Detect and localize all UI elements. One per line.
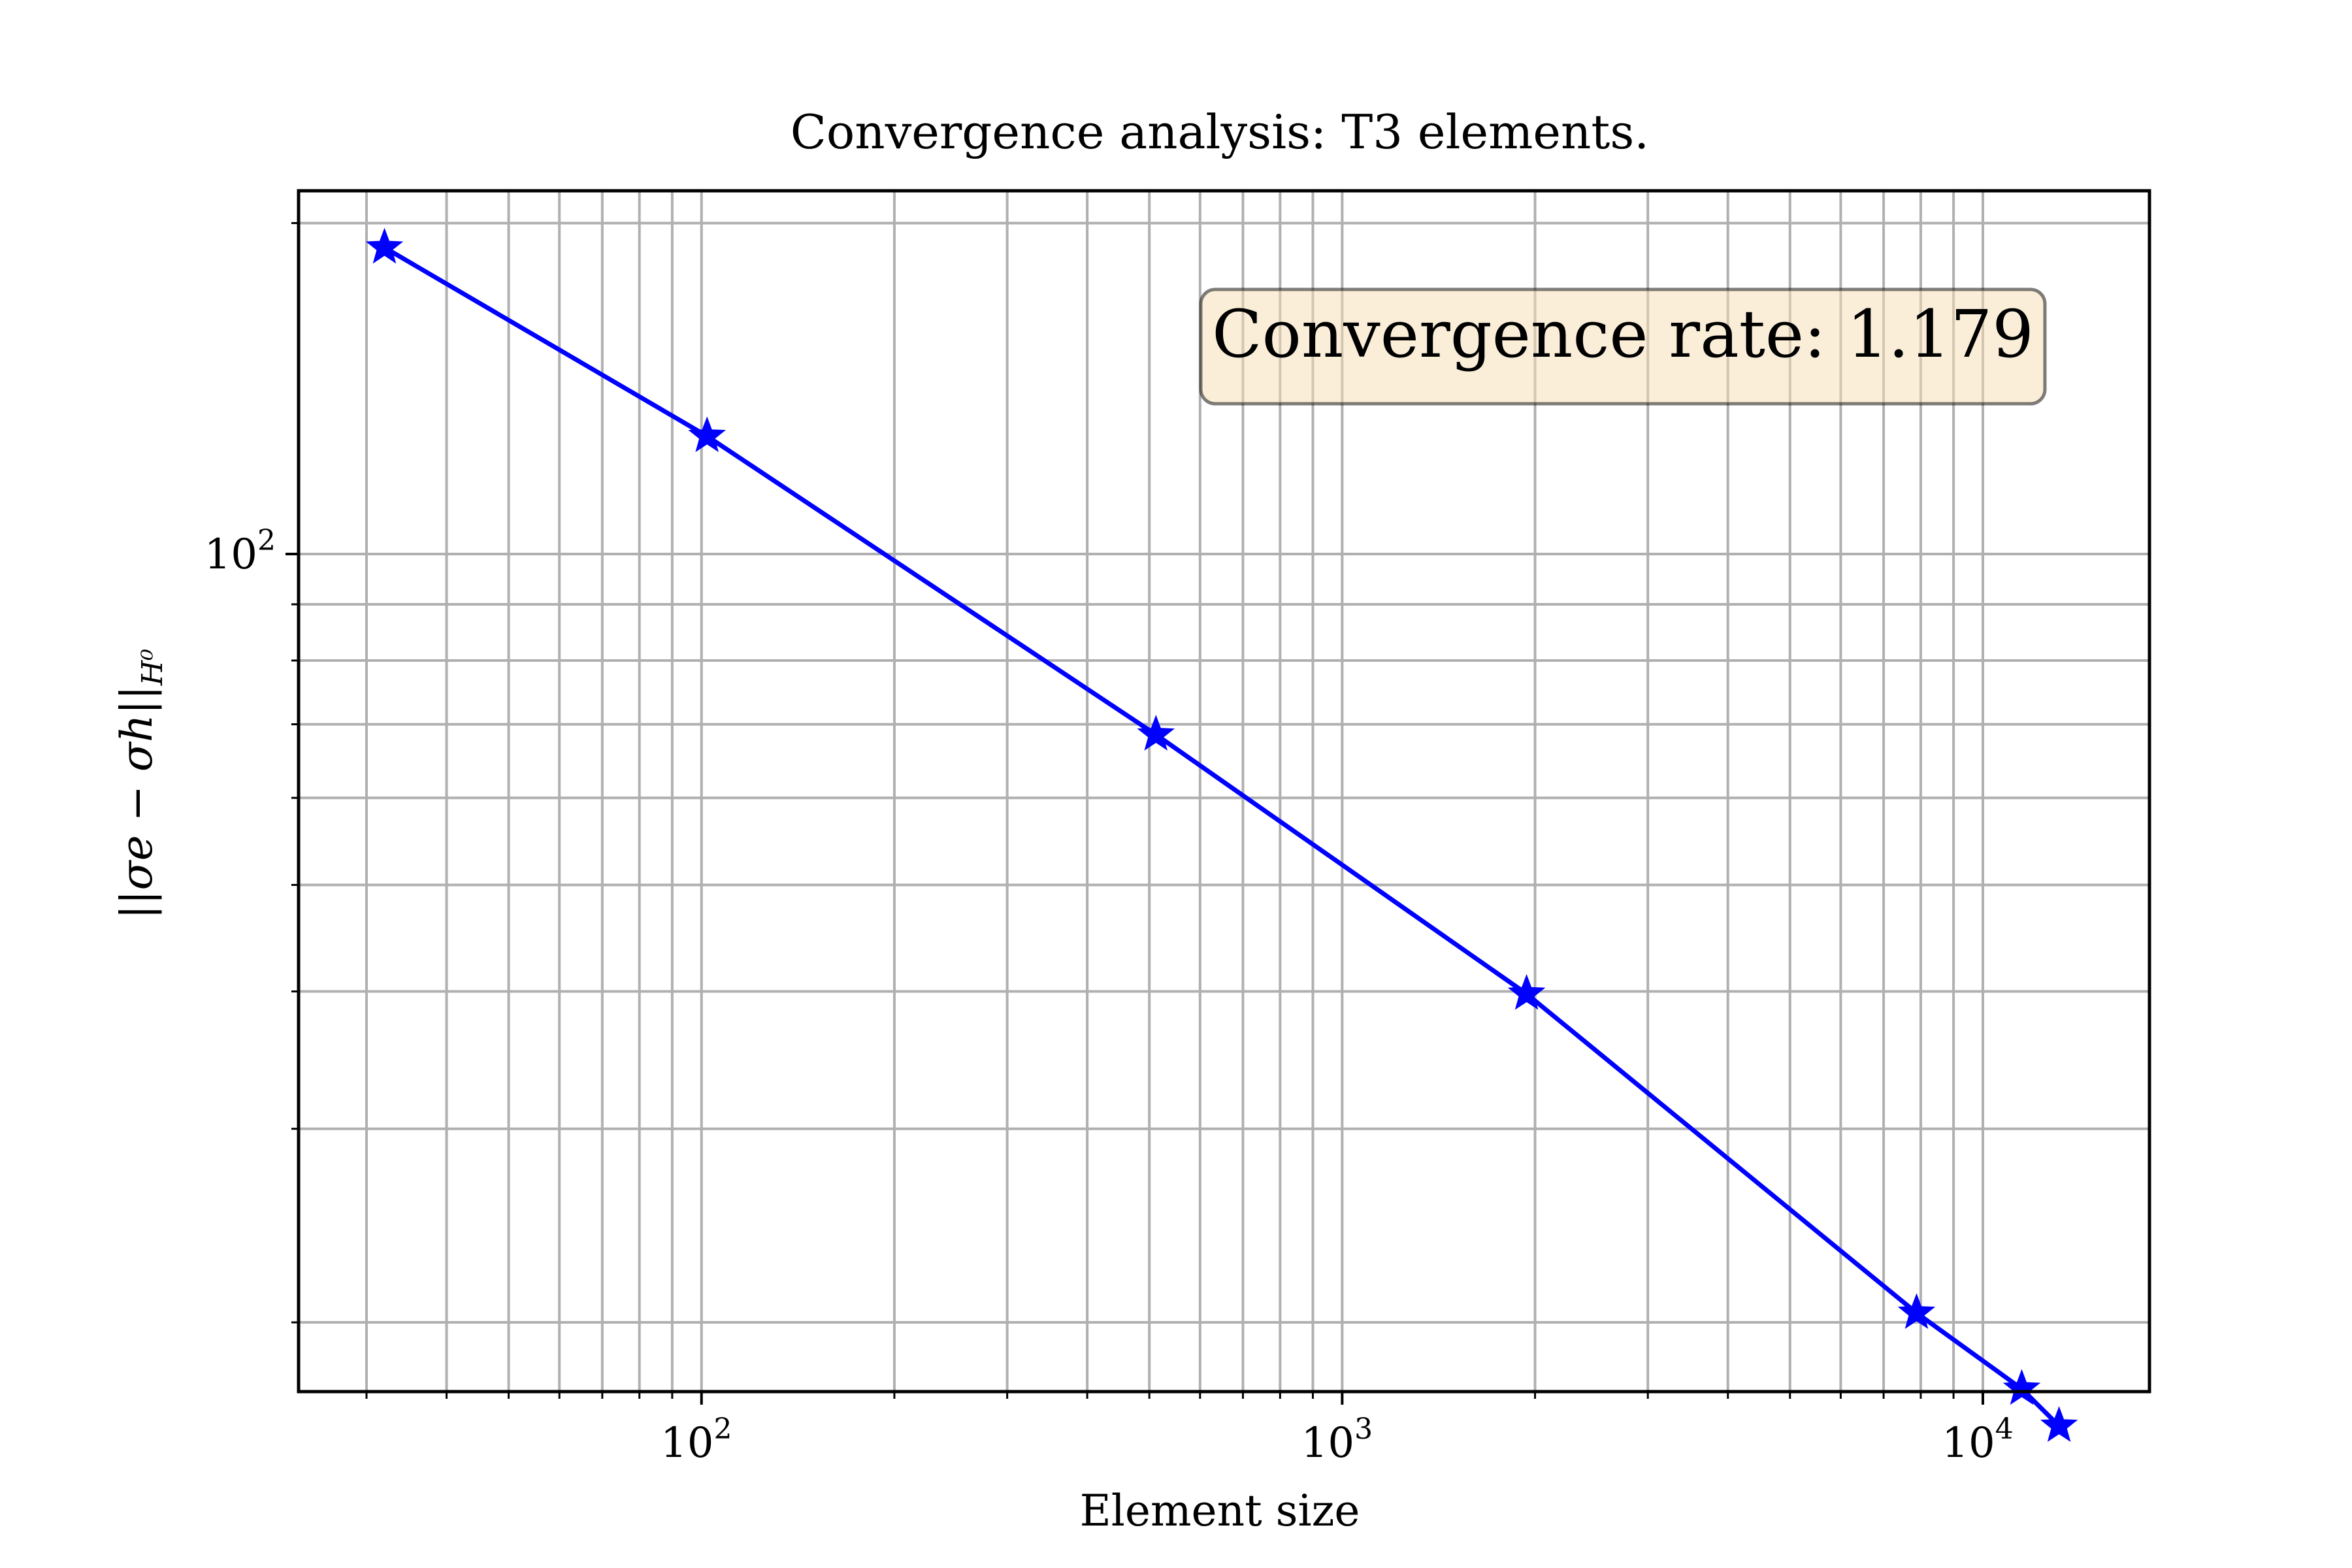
- x-tick-label-base: 10: [1301, 1419, 1354, 1467]
- y-axis-label-subscript: H⁰: [136, 649, 169, 686]
- x-tick-label: 103: [1301, 1413, 1373, 1467]
- data-point-marker: [365, 227, 404, 264]
- x-tick-label: 104: [1942, 1413, 2013, 1467]
- data-point-marker: [1137, 715, 1175, 751]
- x-tick-label-exponent: 4: [1995, 1413, 2014, 1446]
- x-tick-label-exponent: 3: [1354, 1413, 1373, 1446]
- convergence-rate-annotation: Convergence rate: 1.179: [1199, 287, 2047, 406]
- x-tick-label: 102: [661, 1413, 732, 1467]
- y-tick-label-base: 10: [204, 531, 257, 579]
- grid-lines: [299, 191, 2149, 1392]
- x-tick-label-exponent: 2: [713, 1413, 732, 1446]
- plot-frame: [297, 189, 2151, 1394]
- annotation-text: Convergence rate: 1.179: [1212, 296, 2034, 372]
- x-tick-label-base: 10: [1942, 1419, 1995, 1467]
- x-axis-label: Element size: [1080, 1486, 1360, 1536]
- data-point-marker: [1897, 1293, 1936, 1330]
- y-axis-label-main: ||σe − σh||: [112, 685, 162, 919]
- data-point-marker: [688, 416, 726, 453]
- data-point-marker: [2040, 1406, 2078, 1443]
- data-point-marker: [1507, 973, 1546, 1010]
- y-tick-label-exponent: 2: [257, 524, 276, 557]
- y-tick-label: 102: [204, 524, 276, 579]
- series-layer: [365, 227, 2078, 1443]
- x-tick-label-base: 10: [661, 1419, 713, 1467]
- data-point-marker: [2002, 1369, 2041, 1405]
- annotation-box: [1199, 287, 2047, 406]
- series-line: [383, 245, 2061, 1428]
- chart-title: Convergence analysis: T3 elements.: [791, 105, 1649, 159]
- y-axis-label: ||σe − σh||H⁰: [112, 649, 169, 919]
